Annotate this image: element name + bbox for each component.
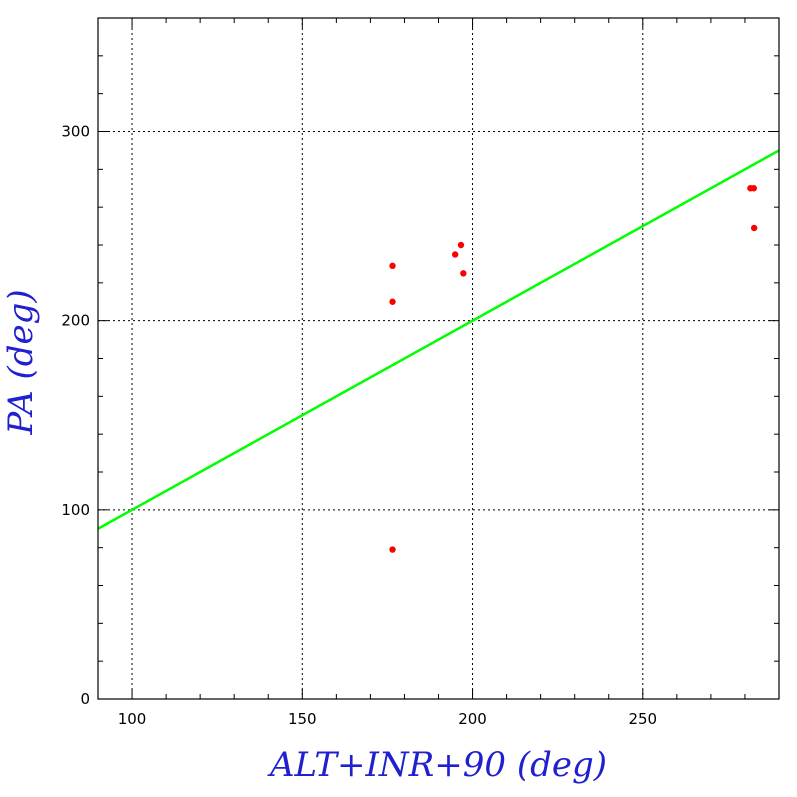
x-tick-labels: 100 150 200 250 [118,710,657,728]
y-tick-label: 200 [61,312,90,330]
y-axis-title: PA (deg) [1,289,41,435]
data-point [389,546,396,553]
data-point [750,224,758,232]
y-tick-label: 300 [61,123,90,141]
x-axis-title: ALT+INR+90 (deg) [267,745,607,785]
data-point [457,241,465,249]
fit-line-segment [97,149,780,530]
grid-lines [98,18,779,699]
fit-line [97,149,780,530]
minor-ticks [97,17,780,700]
x-tick-label: 100 [118,710,147,728]
data-point [389,298,396,305]
data-points [389,185,758,553]
data-point [451,251,459,258]
x-tick-label: 150 [288,710,317,728]
data-point [460,270,467,277]
y-tick-label: 0 [80,690,90,708]
plot-frame [97,17,780,700]
x-tick-label: 200 [458,710,487,728]
y-tick-label: 100 [61,501,90,519]
data-point [750,185,758,192]
x-tick-label: 250 [628,710,657,728]
y-tick-labels: 0 100 200 300 [61,123,90,709]
data-point [389,262,396,270]
